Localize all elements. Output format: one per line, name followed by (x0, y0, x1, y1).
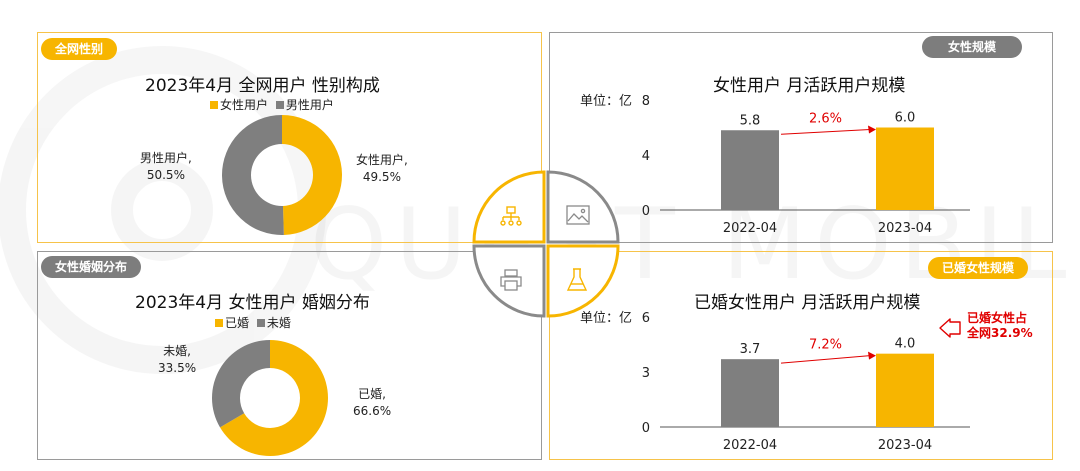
legend-swatch-unmarried (256, 319, 265, 327)
married-scale-growth-label: 7.2% (809, 338, 842, 353)
gender-legend: 女性用户 男性用户 (206, 96, 334, 113)
gender-slice-0 (282, 115, 342, 235)
female-scale-category-label-1: 2023-04 (878, 221, 932, 236)
unmarried-label-name: 未婚, (163, 344, 191, 358)
org-chart-icon (500, 206, 522, 226)
legend-swatch-married (215, 319, 223, 327)
married-scale-ytick-0: 0 (642, 421, 650, 436)
marriage-slice-1 (212, 340, 270, 428)
gender-donut-chart (222, 115, 342, 235)
gender-panel (37, 32, 542, 243)
unmarried-label-value: 33.5% (158, 361, 197, 375)
marriage-donut-chart (212, 340, 328, 456)
center-quadrant-decoration (472, 170, 620, 318)
legend-label-married: 已婚 (225, 316, 250, 330)
marriage-tag: 女性婚姻分布 (41, 256, 142, 278)
married-scale-bar-0 (721, 359, 779, 427)
female-scale-bar-chart: 单位：亿 0 4 8 5.8 2022-04 6.0 2023-04 2.6% (580, 94, 970, 236)
marriage-chart-title: 2023年4月 女性用户 婚姻分布 (135, 293, 370, 313)
married-scale-bar-1 (876, 353, 934, 427)
married-scale-category-label-0: 2022-04 (723, 438, 777, 453)
married-scale-bar-chart: 单位：亿 0 3 6 3.7 2022-04 4.0 2023-04 7.2% (580, 311, 970, 453)
female-label-name: 女性用户, (356, 153, 408, 167)
gender-chart-title: 2023年4月 全网用户 性别构成 (145, 76, 380, 96)
female-label-value: 49.5% (362, 170, 401, 184)
male-label-value: 50.5% (146, 168, 185, 182)
female-scale-bar-0 (721, 130, 779, 210)
female-scale-panel (549, 32, 1053, 243)
marriage-panel (37, 251, 542, 460)
arrow-pointer-icon (939, 318, 961, 338)
married-scale-value-label-1: 4.0 (895, 337, 916, 352)
married-scale-unit-label: 单位：亿 (580, 311, 632, 326)
legend-swatch-female (210, 101, 218, 109)
male-data-label: 男性用户, 50.5% (140, 150, 192, 184)
married-scale-value-label-0: 3.7 (740, 342, 761, 357)
legend-label-female: 女性用户 (220, 98, 269, 112)
married-scale-ytick-2: 6 (642, 311, 650, 326)
married-scale-title: 已婚女性用户 月活跃用户规模 (694, 293, 921, 313)
male-label-name: 男性用户, (140, 151, 192, 165)
gender-tag: 全网性别 (41, 38, 118, 60)
female-scale-value-label-1: 6.0 (895, 111, 916, 126)
legend-swatch-male (275, 101, 284, 109)
legend-label-unmarried: 未婚 (266, 316, 291, 330)
gender-slice-1 (222, 115, 284, 235)
legend-label-male: 男性用户 (285, 98, 334, 112)
married-scale-panel (549, 251, 1053, 460)
female-scale-growth-arrowhead (868, 125, 876, 134)
female-scale-ytick-0: 0 (642, 204, 650, 219)
female-scale-unit-label: 单位：亿 (580, 94, 632, 109)
marriage-slice-0 (220, 340, 328, 456)
female-scale-title: 女性用户 月活跃用户规模 (713, 76, 906, 96)
married-label-value: 66.6% (353, 404, 392, 418)
married-label-name: 已婚, (358, 387, 386, 401)
female-scale-growth-label: 2.6% (809, 112, 842, 127)
married-scale-growth-arrowhead (868, 351, 876, 360)
female-scale-category-label-0: 2022-04 (723, 221, 777, 236)
married-scale-ytick-1: 3 (642, 366, 650, 381)
married-scale-tag: 已婚女性规模 (928, 257, 1029, 279)
unmarried-data-label: 未婚, 33.5% (158, 343, 196, 377)
female-scale-ytick-2: 8 (642, 94, 650, 109)
married-scale-growth-arrow (780, 355, 871, 364)
flask-icon (566, 268, 588, 291)
married-data-label: 已婚, 66.6% (353, 386, 391, 420)
marriage-legend: 已婚 未婚 (211, 314, 291, 331)
female-scale-tag: 女性规模 (922, 36, 1023, 58)
female-scale-ytick-1: 4 (642, 149, 650, 164)
image-icon (566, 205, 590, 225)
female-scale-value-label-0: 5.8 (740, 113, 761, 128)
married-share-note-line1: 已婚女性占 (967, 311, 1028, 325)
female-data-label: 女性用户, 49.5% (356, 152, 408, 186)
married-share-note-line2: 全网32.9% (967, 326, 1033, 340)
married-scale-category-label-1: 2023-04 (878, 438, 932, 453)
female-scale-growth-arrow (780, 129, 871, 135)
married-share-note: 已婚女性占 全网32.9% (967, 311, 1033, 341)
printer-icon (500, 269, 522, 291)
female-scale-bar-1 (876, 127, 934, 210)
